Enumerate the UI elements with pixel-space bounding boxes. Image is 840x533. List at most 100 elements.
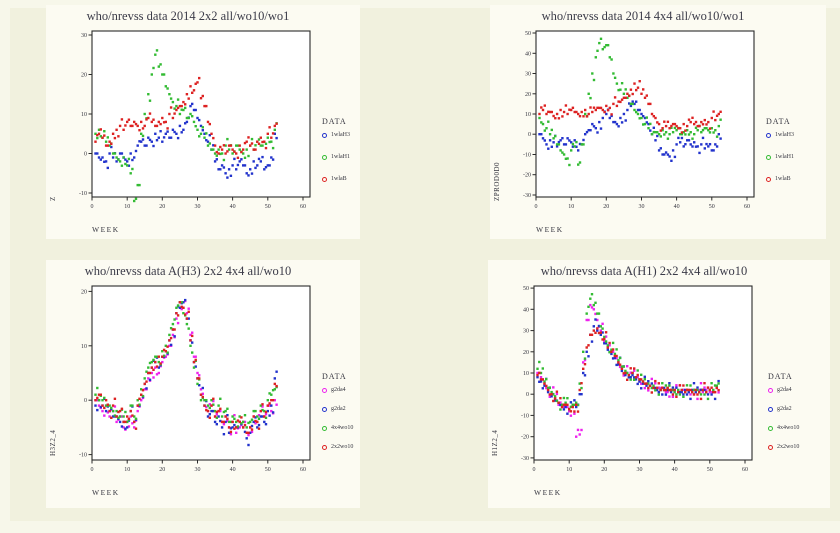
x-axis-label: WEEK xyxy=(92,488,120,497)
legend-title: DATA xyxy=(768,372,793,381)
legend-label: 1wlaH3 xyxy=(331,132,350,138)
legend-label: 1wlaB xyxy=(775,176,791,182)
legend-label: 1wlaH3 xyxy=(775,132,794,138)
svg-text:30: 30 xyxy=(195,204,201,210)
svg-text:30: 30 xyxy=(525,72,531,78)
legend-item: 1wlaH1 xyxy=(766,154,822,160)
svg-text:40: 40 xyxy=(525,51,531,57)
legend-label: 4x4wo10 xyxy=(331,425,354,431)
legend-marker-icon xyxy=(322,425,327,431)
svg-text:0: 0 xyxy=(91,204,94,210)
legend-item: 4x4wo10 xyxy=(322,425,378,431)
svg-text:20: 20 xyxy=(81,73,87,79)
legend-item: 4x4wo10 xyxy=(768,425,824,431)
svg-text:40: 40 xyxy=(230,204,236,210)
scatter-plot: -30 -20 -10 0 10 20 30 40 50 0 10 20 30 40 50 60 xyxy=(523,30,755,210)
chart-title: who/nrevss data 2014 2x2 all/wo10/wo1 xyxy=(86,9,290,23)
svg-text:50: 50 xyxy=(707,467,713,473)
legend-marker-icon xyxy=(322,176,327,182)
svg-text:50: 50 xyxy=(525,31,531,37)
legend-marker-icon xyxy=(322,387,327,393)
legend: DATA 1wlaH3 1wlaH1 1wlaB xyxy=(322,117,378,198)
legend-marker-icon xyxy=(766,154,771,160)
svg-text:50: 50 xyxy=(265,467,271,473)
scatter-plot: -30 -20 -10 0 10 20 30 40 50 0 10 20 30 40 50 60 xyxy=(521,285,753,473)
svg-text:0: 0 xyxy=(84,152,87,158)
legend-marker-icon xyxy=(322,132,327,138)
x-axis-label: WEEK xyxy=(536,225,564,234)
legend-item: 2x2wo10 xyxy=(768,444,824,450)
svg-text:-10: -10 xyxy=(521,413,529,419)
svg-text:50: 50 xyxy=(265,204,271,210)
svg-text:20: 20 xyxy=(159,204,165,210)
svg-text:20: 20 xyxy=(81,289,87,295)
scatter-plot: -10 0 10 20 0 10 20 30 40 50 60 xyxy=(79,285,311,473)
legend-item: 1wlaH1 xyxy=(322,154,378,160)
legend-label: 1wlaH1 xyxy=(331,154,350,160)
legend-item: g2da4 xyxy=(322,387,378,393)
y-axis-label: H3Z2_4 xyxy=(49,429,57,456)
legend-item: g2da2 xyxy=(768,406,824,412)
y-axis-label: H1Z2_4 xyxy=(491,429,499,456)
legend-marker-icon xyxy=(322,406,327,412)
chart-panel-4x4-2014: who/nrevss data 2014 4x4 all/wo10/wo1 -3… xyxy=(490,5,826,239)
svg-text:10: 10 xyxy=(566,467,572,473)
svg-text:60: 60 xyxy=(742,467,748,473)
svg-text:-20: -20 xyxy=(523,173,531,179)
svg-text:10: 10 xyxy=(124,204,130,210)
y-axis-label: ZPROD0D0 xyxy=(493,161,501,201)
svg-text:10: 10 xyxy=(525,112,531,118)
chart-title: who/nrevss data 2014 4x4 all/wo10/wo1 xyxy=(541,9,745,23)
svg-text:0: 0 xyxy=(526,392,529,398)
svg-text:40: 40 xyxy=(523,307,529,313)
svg-text:-30: -30 xyxy=(521,456,529,462)
legend-marker-icon xyxy=(322,154,327,160)
legend-marker-icon xyxy=(322,444,327,450)
legend-label: 2x2wo10 xyxy=(331,444,354,450)
svg-text:40: 40 xyxy=(674,204,680,210)
legend-title: DATA xyxy=(322,372,347,381)
legend-marker-icon xyxy=(768,425,773,431)
chart-panel-2x2-2014: who/nrevss data 2014 2x2 all/wo10/wo1 -1… xyxy=(46,5,360,239)
svg-text:10: 10 xyxy=(81,112,87,118)
svg-text:0: 0 xyxy=(533,467,536,473)
legend: DATA 1wlaH3 1wlaH1 1wlaB xyxy=(766,117,822,198)
legend-marker-icon xyxy=(768,387,773,393)
svg-text:50: 50 xyxy=(523,286,529,292)
svg-text:60: 60 xyxy=(300,204,306,210)
legend-title: DATA xyxy=(766,117,791,126)
x-axis-label: WEEK xyxy=(534,488,562,497)
legend-marker-icon xyxy=(766,132,771,138)
svg-text:20: 20 xyxy=(523,350,529,356)
legend-title: DATA xyxy=(322,117,347,126)
legend-label: 2x2wo10 xyxy=(777,444,800,450)
legend-label: g2da2 xyxy=(777,406,792,412)
legend-label: g2da2 xyxy=(331,406,346,412)
svg-text:40: 40 xyxy=(230,467,236,473)
svg-text:0: 0 xyxy=(84,398,87,404)
svg-text:-10: -10 xyxy=(79,191,87,197)
legend-item: 1wlaH3 xyxy=(322,132,378,138)
svg-text:-30: -30 xyxy=(523,193,531,199)
svg-text:60: 60 xyxy=(744,204,750,210)
legend-label: 4x4wo10 xyxy=(777,425,800,431)
legend-label: g2da4 xyxy=(777,387,792,393)
svg-text:10: 10 xyxy=(568,204,574,210)
legend-item: g2da2 xyxy=(322,406,378,412)
legend-item: 2x2wo10 xyxy=(322,444,378,450)
svg-text:0: 0 xyxy=(91,467,94,473)
legend-marker-icon xyxy=(768,406,773,412)
svg-text:-10: -10 xyxy=(79,453,87,459)
svg-text:20: 20 xyxy=(601,467,607,473)
scatter-plot: -10 0 10 20 30 0 10 20 30 40 50 60 xyxy=(79,30,311,210)
svg-text:-10: -10 xyxy=(523,153,531,159)
svg-text:20: 20 xyxy=(159,467,165,473)
legend-marker-icon xyxy=(766,176,771,182)
svg-text:30: 30 xyxy=(81,33,87,39)
svg-text:10: 10 xyxy=(81,344,87,350)
svg-text:30: 30 xyxy=(637,467,643,473)
legend: DATA g2da4 g2da2 4x4wo10 2x2wo10 xyxy=(322,372,378,463)
legend-item: 1wlaH3 xyxy=(766,132,822,138)
svg-text:50: 50 xyxy=(709,204,715,210)
chart-title: who/nrevss data A(H3) 2x2 4x4 all/wo10 xyxy=(84,264,292,278)
